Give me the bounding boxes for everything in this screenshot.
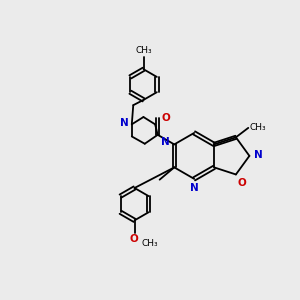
Text: O: O	[161, 113, 170, 123]
Text: O: O	[237, 178, 246, 188]
Text: CH₃: CH₃	[249, 123, 266, 132]
Text: N: N	[119, 118, 128, 128]
Text: N: N	[254, 150, 262, 160]
Text: CH₃: CH₃	[135, 46, 152, 56]
Text: N: N	[190, 183, 199, 193]
Text: N: N	[160, 137, 169, 147]
Text: O: O	[130, 234, 138, 244]
Text: CH₃: CH₃	[142, 239, 158, 248]
